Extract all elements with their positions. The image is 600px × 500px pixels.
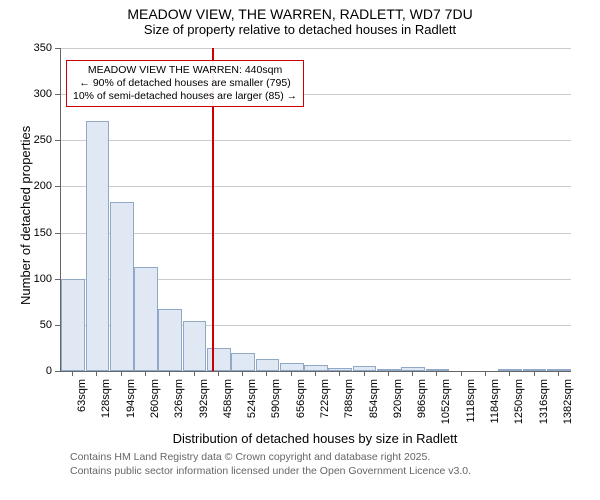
x-tick-mark [436,371,437,376]
x-tick-label: 1118sqm [465,379,477,439]
y-tick-label: 50 [22,319,52,331]
histogram-bar [207,348,231,371]
gridline [61,233,571,234]
x-tick-label: 326sqm [173,379,185,439]
x-tick-mark [242,371,243,376]
x-tick-label: 590sqm [270,379,282,439]
x-tick-label: 986sqm [416,379,428,439]
x-tick-label: 128sqm [100,379,112,439]
x-tick-label: 194sqm [125,379,137,439]
x-tick-label: 1184sqm [489,379,501,439]
x-tick-mark [461,371,462,376]
x-tick-label: 1052sqm [440,379,452,439]
x-tick-mark [364,371,365,376]
y-axis-label: Number of detached properties [18,125,33,304]
annotation-box: MEADOW VIEW THE WARREN: 440sqm ← 90% of … [66,60,304,107]
histogram-bar [377,369,401,371]
chart-subtitle: Size of property relative to detached ho… [0,22,600,37]
x-tick-label: 722sqm [319,379,331,439]
chart-title-block: MEADOW VIEW, THE WARREN, RADLETT, WD7 7D… [0,6,600,37]
histogram-bar [256,359,280,371]
x-tick-label: 458sqm [222,379,234,439]
x-tick-mark [315,371,316,376]
y-tick-label: 300 [22,88,52,100]
x-tick-label: 920sqm [392,379,404,439]
x-tick-mark [339,371,340,376]
annotation-line2: ← 90% of detached houses are smaller (79… [73,77,297,90]
x-tick-mark [534,371,535,376]
gridline [61,48,571,49]
x-tick-label: 1382sqm [562,379,574,439]
x-tick-label: 1250sqm [513,379,525,439]
histogram-bar [158,309,182,371]
x-tick-mark [412,371,413,376]
annotation-line1: MEADOW VIEW THE WARREN: 440sqm [73,64,297,77]
x-tick-mark [266,371,267,376]
histogram-bar [183,321,207,371]
x-tick-label: 788sqm [343,379,355,439]
x-tick-mark [388,371,389,376]
x-tick-mark [558,371,559,376]
histogram-bar [280,363,304,371]
x-tick-mark [96,371,97,376]
x-tick-label: 656sqm [295,379,307,439]
x-tick-mark [169,371,170,376]
x-tick-label: 524sqm [246,379,258,439]
y-tick-label: 350 [22,42,52,54]
x-tick-label: 1316sqm [538,379,550,439]
x-tick-label: 854sqm [368,379,380,439]
x-tick-mark [194,371,195,376]
x-tick-mark [121,371,122,376]
x-tick-label: 63sqm [76,379,88,439]
gridline [61,140,571,141]
histogram-bar [61,279,85,371]
x-axis-label: Distribution of detached houses by size … [60,431,570,446]
footer-attribution: Contains HM Land Registry data © Crown c… [70,451,471,478]
x-tick-mark [145,371,146,376]
x-tick-mark [72,371,73,376]
histogram-bar [110,202,134,371]
gridline [61,186,571,187]
x-tick-mark [218,371,219,376]
chart-title: MEADOW VIEW, THE WARREN, RADLETT, WD7 7D… [0,6,600,22]
x-tick-mark [509,371,510,376]
x-tick-mark [291,371,292,376]
x-tick-mark [485,371,486,376]
footer-line1: Contains HM Land Registry data © Crown c… [70,451,471,465]
footer-line2: Contains public sector information licen… [70,465,471,479]
histogram-bar [134,267,158,371]
x-tick-label: 260sqm [149,379,161,439]
x-tick-label: 392sqm [198,379,210,439]
histogram-bar [231,353,255,371]
annotation-line3: 10% of semi-detached houses are larger (… [73,90,297,103]
y-tick-label: 0 [22,365,52,377]
histogram-bar [547,369,571,371]
histogram-bar [86,121,110,371]
